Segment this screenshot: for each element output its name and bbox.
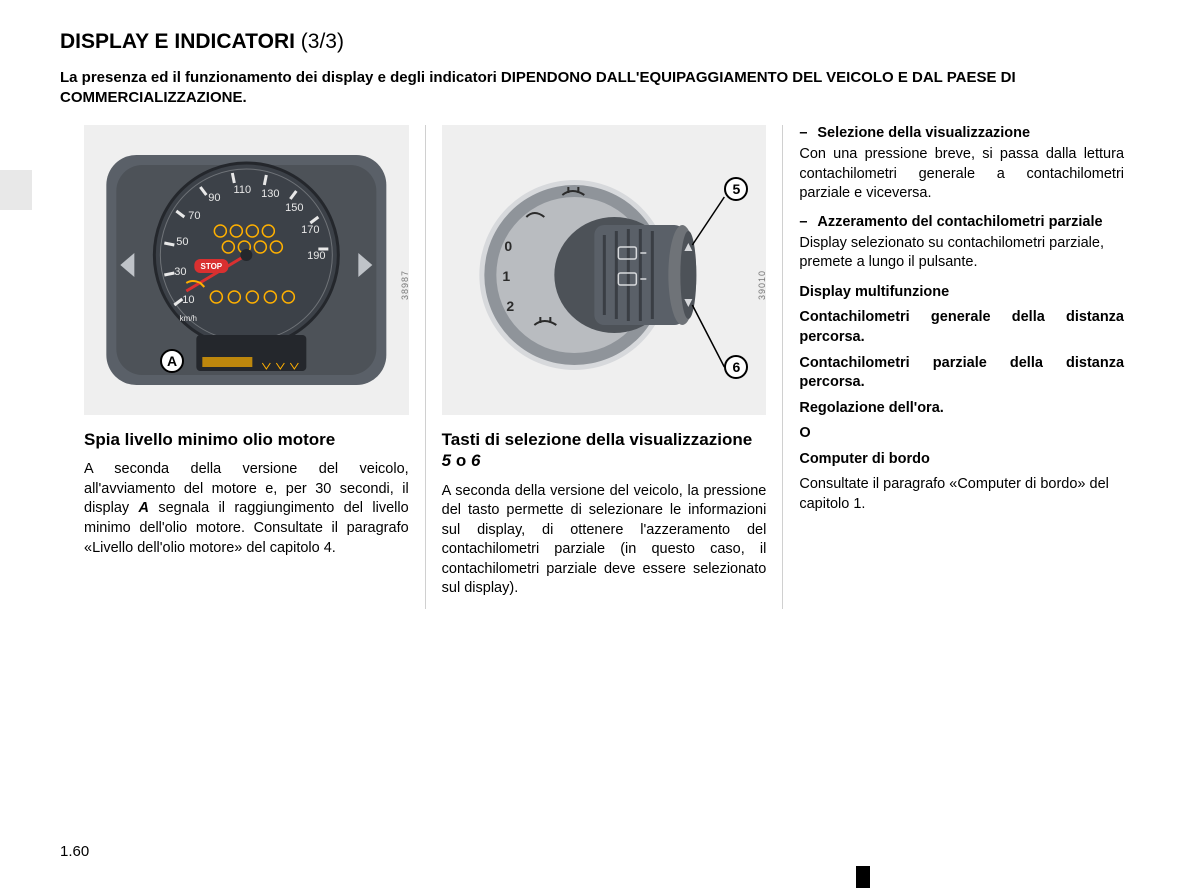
divider-o: O (799, 424, 1124, 444)
obc-heading: Computer di bordo (799, 450, 1124, 470)
figure-dashboard: 38987 (84, 125, 409, 415)
side-tab (0, 170, 32, 210)
svg-text:190: 190 (307, 250, 325, 262)
item2-body: Display selezionato su contachilometri p… (799, 234, 1124, 273)
col2-heading: Tasti di selezione della visualizzazione… (442, 429, 767, 472)
col1-body: A seconda della versione del veicolo, al… (84, 460, 409, 558)
col1-heading: Spia livello minimo olio motore (84, 429, 409, 450)
page-number: 1.60 (60, 843, 89, 860)
subtitle: La presenza ed il funzionamento dei disp… (60, 68, 1140, 107)
item1-body: Con una pressione breve, si passa dalla … (799, 145, 1124, 204)
svg-text:50: 50 (176, 236, 188, 248)
column-2: 39010 0 1 2 (425, 125, 783, 609)
obc-body: Consultate il paragrafo «Computer di bor… (799, 475, 1124, 514)
dash-icon: – (799, 214, 817, 230)
multi-line2: Contachilometri parziale della distanza … (799, 354, 1124, 393)
item1-label: – Selezione della visualizzazione (799, 125, 1124, 141)
figure-id-1: 38987 (400, 270, 409, 300)
multi-heading: Display multifunzione (799, 283, 1124, 303)
column-3: – Selezione della visualizzazione Con un… (782, 125, 1140, 609)
svg-text:70: 70 (188, 210, 200, 222)
svg-text:0: 0 (504, 238, 512, 254)
callout-A: A (160, 349, 184, 373)
svg-text:km/h: km/h (180, 314, 197, 323)
page-content: DISPLAY E INDICATORI (3/3) La presenza e… (0, 0, 1200, 609)
wiper-stalk-svg: 0 1 2 (442, 125, 767, 415)
svg-text:110: 110 (234, 184, 252, 196)
svg-text:10: 10 (182, 294, 194, 306)
svg-text:30: 30 (174, 266, 186, 278)
item2-label: – Azzeramento del contachilometri parzia… (799, 214, 1124, 230)
svg-text:90: 90 (208, 192, 220, 204)
svg-text:1: 1 (502, 268, 510, 284)
multi-line1: Contachilometri generale della distanza … (799, 308, 1124, 347)
columns: 38987 (60, 125, 1140, 609)
svg-text:170: 170 (301, 224, 319, 236)
figure-stalk: 39010 0 1 2 (442, 125, 767, 415)
svg-text:130: 130 (261, 188, 279, 200)
page-title: DISPLAY E INDICATORI (3/3) (60, 30, 1140, 54)
multi-line3: Regolazione dell'ora. (799, 399, 1124, 419)
col2-body: A seconda della versione del veicolo, la… (442, 482, 767, 599)
dash-icon: – (799, 125, 817, 141)
title-main: DISPLAY E INDICATORI (60, 30, 295, 53)
dashboard-gauge-svg: 10 30 50 70 90 110 130 150 170 190 km/h (84, 125, 409, 415)
figure-id-2: 39010 (757, 270, 766, 300)
title-suffix: (3/3) (301, 30, 344, 53)
svg-text:150: 150 (285, 202, 303, 214)
crop-mark (856, 866, 870, 888)
svg-text:2: 2 (506, 298, 514, 314)
column-1: 38987 (60, 125, 425, 609)
